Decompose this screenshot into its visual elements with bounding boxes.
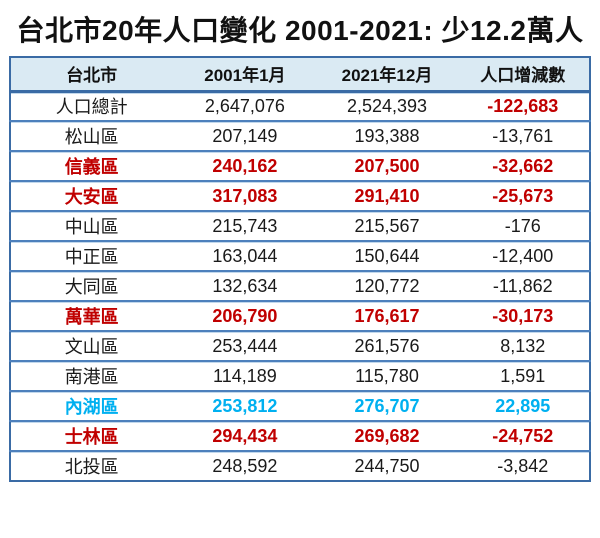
value-change: -11,862 bbox=[456, 270, 590, 301]
value-2021: 193,388 bbox=[317, 120, 457, 151]
district-name: 南港區 bbox=[10, 360, 173, 391]
district-name: 北投區 bbox=[10, 450, 173, 481]
value-change: 22,895 bbox=[456, 390, 590, 421]
district-name: 士林區 bbox=[10, 420, 173, 451]
value-2021: 207,500 bbox=[317, 150, 457, 181]
value-2001: 207,149 bbox=[172, 120, 318, 151]
table-row: 萬華區 206,790 176,617 -30,173 bbox=[10, 300, 590, 331]
value-2021: 276,707 bbox=[317, 390, 457, 421]
value-change: 1,591 bbox=[456, 360, 590, 391]
table-row: 大安區 317,083 291,410 -25,673 bbox=[10, 180, 590, 211]
value-2021: 261,576 bbox=[317, 330, 457, 361]
value-2001: 253,444 bbox=[172, 330, 318, 361]
value-change: -12,400 bbox=[456, 240, 590, 271]
value-change: -30,173 bbox=[456, 300, 590, 331]
district-name: 人口總計 bbox=[10, 91, 172, 121]
value-2001: 240,162 bbox=[172, 150, 318, 181]
table-row: 信義區 240,162 207,500 -32,662 bbox=[10, 150, 590, 181]
table-row: 人口總計 2,647,076 2,524,393 -122,683 bbox=[10, 91, 590, 121]
table-header: 台北市 2001年1月 2021年12月 人口增減數 bbox=[10, 57, 590, 93]
value-change: -25,673 bbox=[456, 180, 590, 211]
table-row: 中山區 215,743 215,567 -176 bbox=[10, 210, 590, 241]
value-change: 8,132 bbox=[456, 330, 590, 361]
district-name: 信義區 bbox=[10, 150, 173, 181]
value-2021: 120,772 bbox=[317, 270, 457, 301]
value-2021: 2,524,393 bbox=[317, 91, 456, 121]
header-2021: 2021年12月 bbox=[317, 57, 457, 93]
value-2001: 2,647,076 bbox=[172, 91, 317, 121]
value-2021: 215,567 bbox=[317, 210, 457, 241]
table-row: 大同區 132,634 120,772 -11,862 bbox=[10, 270, 590, 301]
slide: 台北市20年人口變化 2001-2021: 少12.2萬人 台北市 2001年1… bbox=[0, 9, 600, 538]
value-2021: 150,644 bbox=[317, 240, 457, 271]
district-name: 內湖區 bbox=[10, 390, 173, 421]
value-2001: 114,189 bbox=[172, 360, 318, 391]
header-2001: 2001年1月 bbox=[172, 57, 318, 93]
district-name: 中山區 bbox=[10, 210, 173, 241]
value-2001: 163,044 bbox=[172, 240, 318, 271]
value-2001: 294,434 bbox=[172, 420, 318, 451]
value-2021: 269,682 bbox=[317, 420, 457, 451]
value-change: -13,761 bbox=[456, 120, 590, 151]
value-2021: 244,750 bbox=[317, 450, 457, 481]
table-row: 中正區 163,044 150,644 -12,400 bbox=[10, 240, 590, 271]
value-change: -24,752 bbox=[456, 420, 590, 451]
table-row: 北投區 248,592 244,750 -3,842 bbox=[10, 450, 590, 481]
district-name: 文山區 bbox=[10, 330, 173, 361]
district-name: 松山區 bbox=[10, 120, 173, 151]
header-change: 人口增減數 bbox=[456, 57, 590, 93]
value-2021: 115,780 bbox=[317, 360, 457, 391]
district-name: 萬華區 bbox=[10, 300, 173, 331]
header-city: 台北市 bbox=[10, 57, 173, 93]
population-table: 台北市 2001年1月 2021年12月 人口增減數 人口總計 2,647,076… bbox=[9, 56, 591, 482]
value-change: -32,662 bbox=[456, 150, 590, 181]
table-body: 人口總計 2,647,076 2,524,393 -122,683 松山區 207,149… bbox=[10, 91, 590, 481]
value-2001: 206,790 bbox=[172, 300, 318, 331]
value-2001: 132,634 bbox=[172, 270, 318, 301]
value-change: -176 bbox=[456, 210, 590, 241]
district-name: 中正區 bbox=[10, 240, 173, 271]
table-row: 文山區 253,444 261,576 8,132 bbox=[10, 330, 590, 361]
page-title: 台北市20年人口變化 2001-2021: 少12.2萬人 bbox=[16, 15, 584, 46]
value-2001: 215,743 bbox=[172, 210, 318, 241]
value-2001: 317,083 bbox=[172, 180, 318, 211]
value-change: -122,683 bbox=[457, 91, 590, 121]
district-name: 大安區 bbox=[10, 180, 173, 211]
value-2021: 291,410 bbox=[317, 180, 457, 211]
table-row: 松山區 207,149 193,388 -13,761 bbox=[10, 120, 590, 151]
value-2001: 248,592 bbox=[172, 450, 318, 481]
value-2021: 176,617 bbox=[317, 300, 457, 331]
table-row: 士林區 294,434 269,682 -24,752 bbox=[10, 420, 590, 451]
table-row: 南港區 114,189 115,780 1,591 bbox=[10, 360, 590, 391]
district-name: 大同區 bbox=[10, 270, 173, 301]
value-change: -3,842 bbox=[456, 450, 590, 481]
header-row: 台北市 2001年1月 2021年12月 人口增減數 bbox=[10, 57, 590, 93]
value-2001: 253,812 bbox=[172, 390, 318, 421]
table-row: 內湖區 253,812 276,707 22,895 bbox=[10, 390, 590, 421]
